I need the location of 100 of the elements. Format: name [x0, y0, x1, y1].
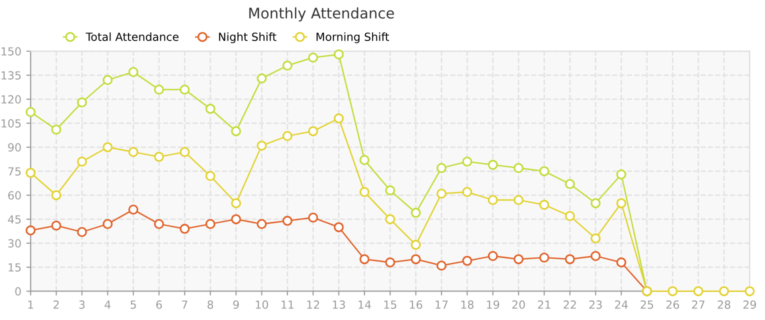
point	[256, 219, 267, 229]
point	[26, 168, 36, 178]
x-tick-label: 8	[208, 300, 214, 309]
y-tick-label: 90	[8, 143, 21, 152]
point	[539, 252, 550, 263]
x-tick-label: 11	[282, 300, 294, 309]
x-tick-label: 27	[692, 300, 704, 309]
point	[668, 286, 678, 296]
point	[154, 219, 164, 229]
x-tick-label: 5	[130, 300, 136, 309]
x-tick-label: 28	[718, 300, 730, 309]
y-tick-label: 75	[8, 167, 21, 176]
point	[231, 198, 242, 208]
x-tick-label: 19	[487, 300, 500, 309]
point	[205, 219, 216, 229]
point	[128, 204, 138, 215]
y-tick-label: 45	[8, 215, 21, 224]
point	[231, 214, 242, 224]
point	[102, 75, 113, 85]
point	[590, 251, 601, 261]
point	[616, 198, 626, 208]
x-tick-label: 2	[54, 300, 59, 309]
y-tick-label: 60	[8, 191, 21, 200]
point	[359, 155, 370, 165]
x-tick-label: 14	[358, 300, 371, 309]
point	[385, 257, 396, 268]
point	[539, 166, 550, 176]
legend-label: Morning Shift	[316, 32, 390, 44]
x-tick-label: 7	[182, 300, 188, 309]
point	[256, 73, 267, 84]
point	[308, 126, 318, 136]
point	[76, 97, 87, 108]
point	[488, 195, 498, 205]
point	[410, 240, 421, 250]
point	[462, 187, 472, 197]
point	[128, 147, 138, 157]
point	[564, 211, 575, 221]
x-tick-label: 18	[461, 300, 474, 309]
point	[385, 185, 396, 196]
point	[256, 140, 267, 151]
point	[462, 156, 472, 167]
point	[282, 216, 292, 226]
point	[180, 84, 190, 95]
point	[385, 214, 396, 224]
point	[76, 156, 87, 167]
x-tick-label: 16	[410, 300, 422, 309]
point	[514, 254, 524, 264]
point	[564, 179, 575, 189]
point	[51, 124, 62, 135]
point	[334, 222, 344, 232]
x-tick-label: 4	[104, 300, 111, 309]
point	[154, 84, 164, 95]
point	[693, 286, 704, 296]
point	[359, 187, 370, 197]
point	[180, 224, 190, 234]
x-tick-label: 3	[79, 300, 85, 309]
y-tick-label: 0	[15, 287, 21, 296]
x-tick-label: 29	[743, 300, 756, 309]
point	[282, 60, 292, 71]
point	[154, 152, 164, 162]
x-tick-label: 10	[256, 300, 268, 309]
point	[51, 220, 62, 231]
point	[359, 254, 370, 264]
point	[616, 169, 626, 180]
y-tick-label: 15	[8, 263, 21, 272]
x-tick-label: 22	[564, 300, 576, 309]
point	[26, 107, 36, 117]
point	[334, 49, 344, 60]
point	[205, 171, 216, 181]
point	[436, 163, 447, 173]
x-tick-label: 24	[615, 300, 628, 309]
x-tick-label: 1	[28, 300, 34, 309]
x-tick-label: 9	[233, 300, 239, 309]
legend-label: Total Attendance	[86, 32, 179, 41]
point	[282, 131, 292, 141]
point	[488, 251, 498, 261]
point	[26, 225, 36, 236]
x-tick-label: 25	[640, 300, 654, 309]
point	[590, 233, 601, 244]
x-tick-label: 23	[589, 300, 602, 309]
y-tick-label: 150	[2, 47, 21, 56]
point	[590, 198, 601, 208]
x-tick-label: 6	[156, 300, 162, 309]
point	[514, 163, 524, 173]
point	[616, 257, 626, 268]
x-tick-label: 17	[436, 300, 448, 309]
point	[102, 142, 113, 152]
legend-label: Night Shift	[219, 32, 276, 44]
x-tick-label: 20	[512, 300, 525, 309]
point	[436, 188, 447, 199]
y-tick-label: 135	[2, 71, 21, 80]
point	[128, 67, 138, 77]
chart-title: Monthly Attendance	[249, 7, 394, 22]
y-tick-label: 105	[2, 119, 21, 128]
point	[308, 212, 318, 223]
point	[488, 160, 498, 170]
point	[51, 190, 62, 200]
point	[462, 256, 472, 266]
x-tick-label: 12	[307, 300, 320, 309]
point	[514, 195, 524, 205]
